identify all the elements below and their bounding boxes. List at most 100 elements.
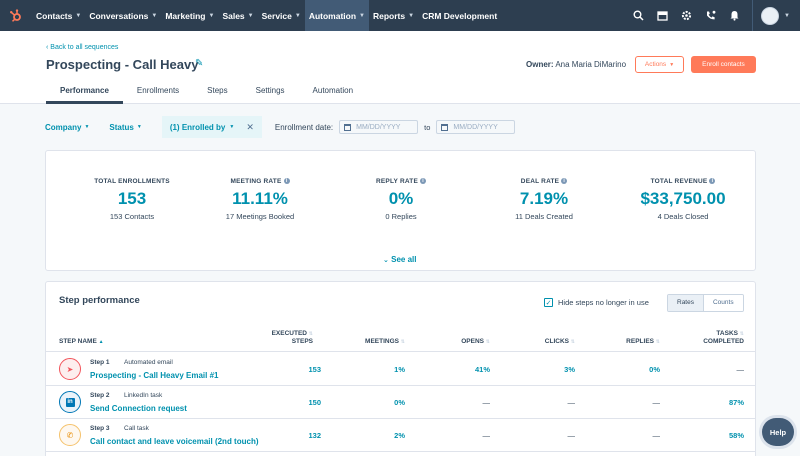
column-clicks[interactable]: CLICKS ⇅ xyxy=(545,338,575,346)
cell-tasks[interactable]: 58% xyxy=(728,431,744,440)
stat-value: 0% xyxy=(388,189,414,208)
phone-icon: ✆ xyxy=(59,424,81,446)
stat-value: 11.11% xyxy=(232,189,288,208)
cell-executed[interactable]: 153 xyxy=(308,365,321,374)
step-type: Automated email xyxy=(124,359,173,366)
calendar-icon xyxy=(441,123,449,131)
caret-down-icon: ▼ xyxy=(136,124,142,130)
toggle-rates[interactable]: Rates xyxy=(668,295,704,311)
tab-automation[interactable]: Automation xyxy=(312,86,354,95)
status-filter[interactable]: Status ▼ xyxy=(109,123,141,132)
date-to-input[interactable]: MM/DD/YYYY xyxy=(436,120,516,134)
cell-meetings[interactable]: 2% xyxy=(394,431,405,440)
avatar[interactable] xyxy=(761,6,780,25)
nav-reports[interactable]: Reports ▼ xyxy=(369,0,418,31)
company-filter-label: Company xyxy=(45,122,82,132)
cell-opens[interactable]: 41% xyxy=(474,365,490,374)
calendar-icon xyxy=(344,123,352,131)
stat-sub: 11 Deals Created xyxy=(515,212,573,221)
chevron-down-icon: ▼ xyxy=(359,12,365,19)
column-label: MEETINGS xyxy=(365,338,399,345)
date-from-input[interactable]: MM/DD/YYYY xyxy=(339,120,419,134)
step-name-link[interactable]: Send Connection request xyxy=(90,404,187,413)
column-step-name[interactable]: STEP NAME ▲ xyxy=(59,338,104,346)
notifications-icon[interactable] xyxy=(722,0,746,31)
cell-clicks: — xyxy=(567,398,576,407)
tab-settings[interactable]: Settings xyxy=(255,86,285,95)
tab-performance[interactable]: Performance xyxy=(46,83,123,104)
stat-value: 7.19% xyxy=(519,189,569,208)
sort-icon: ⇅ xyxy=(308,331,313,337)
see-all-link[interactable]: ⌄ See all xyxy=(383,255,416,264)
column-executed-steps[interactable]: EXECUTED ⇅ STEPS xyxy=(272,330,313,346)
back-link[interactable]: ‹ Back to all sequences xyxy=(46,44,119,51)
hubspot-logo-icon[interactable] xyxy=(0,0,32,31)
checkbox-checked-icon[interactable]: ✓ xyxy=(544,298,553,307)
step-number: Step 1 xyxy=(90,359,110,366)
cell-replies[interactable]: 0% xyxy=(649,365,660,374)
stat-label-text: MEETING RATE xyxy=(230,178,282,185)
cell-clicks[interactable]: 3% xyxy=(564,365,575,374)
search-icon[interactable] xyxy=(626,0,650,31)
help-button[interactable]: Help xyxy=(762,418,794,446)
column-label: EXECUTED xyxy=(271,330,307,337)
back-link-label: Back to all sequences xyxy=(50,44,119,51)
nav-automation[interactable]: Automation ▼ xyxy=(304,0,369,31)
close-icon[interactable]: ✕ xyxy=(246,121,254,132)
chevron-down-icon: ⌄ xyxy=(383,257,389,264)
settings-icon[interactable] xyxy=(674,0,698,31)
cell-tasks[interactable]: 87% xyxy=(728,398,744,407)
cell-executed[interactable]: 150 xyxy=(308,398,321,407)
calling-icon[interactable] xyxy=(698,0,722,31)
info-icon[interactable]: i xyxy=(561,178,568,185)
column-meetings[interactable]: MEETINGS ⇅ xyxy=(365,338,405,346)
nav-label: Reports xyxy=(372,10,406,21)
actions-label: Actions xyxy=(644,61,667,68)
stat-sub: 0 Replies xyxy=(385,212,417,221)
tab-steps[interactable]: Steps xyxy=(207,86,228,95)
sort-icon: ⇅ xyxy=(485,339,490,345)
nav-crm-development[interactable]: CRM Development xyxy=(418,0,501,31)
hide-steps-checkbox-row[interactable]: ✓ Hide steps no longer in use xyxy=(544,298,649,307)
step-name-link[interactable]: Prospecting - Call Heavy Email #1 xyxy=(90,371,219,380)
cell-executed[interactable]: 132 xyxy=(308,431,321,440)
cell-meetings[interactable]: 0% xyxy=(394,398,405,407)
table-row[interactable]: ➤ Step 1 Automated email Prospecting - C… xyxy=(46,353,755,386)
date-from-placeholder: MM/DD/YYYY xyxy=(356,123,401,131)
step-number: Step 2 xyxy=(90,392,110,399)
column-label: REPLIES xyxy=(626,338,654,345)
column-opens[interactable]: OPENS ⇅ xyxy=(461,338,490,346)
step-name-link[interactable]: Call contact and leave voicemail (2nd to… xyxy=(90,437,259,446)
tab-enrollments[interactable]: Enrollments xyxy=(136,86,180,95)
enrolled-by-filter[interactable]: (1) Enrolled by ▼ ✕ xyxy=(161,116,262,138)
nav-service[interactable]: Service ▼ xyxy=(258,0,305,31)
nav-marketing[interactable]: Marketing ▼ xyxy=(161,0,218,31)
toggle-counts[interactable]: Counts xyxy=(703,295,743,311)
chevron-down-icon: ▼ xyxy=(294,12,301,19)
chevron-down-icon: ▼ xyxy=(247,12,254,19)
table-row[interactable]: ✆ Step 3 Call task Call contact and leav… xyxy=(46,419,755,452)
nav-conversations[interactable]: Conversations ▼ xyxy=(85,0,161,31)
column-replies[interactable]: REPLIES ⇅ xyxy=(626,338,660,346)
stat-sub: 153 Contacts xyxy=(109,212,155,221)
owner-name: Ana Maria DiMarino xyxy=(555,60,627,69)
marketplace-icon[interactable] xyxy=(650,0,674,31)
table-row[interactable]: in Step 2 LinkedIn task Send Connection … xyxy=(46,386,755,419)
stat-label-text: TOTAL REVENUE xyxy=(650,178,708,185)
column-tasks-completed[interactable]: TASKS ⇅ COMPLETED xyxy=(703,330,744,346)
enroll-contacts-button[interactable]: Enroll contacts xyxy=(691,56,756,73)
cell-meetings[interactable]: 1% xyxy=(394,365,405,374)
edit-pencil-icon[interactable]: ✎ xyxy=(195,58,204,69)
nav-sales[interactable]: Sales ▼ xyxy=(218,0,257,31)
nav-contacts[interactable]: Contacts ▼ xyxy=(32,0,85,31)
sequence-header: ‹ Back to all sequences Prospecting - Ca… xyxy=(0,31,800,104)
actions-button[interactable]: Actions ▼ xyxy=(635,56,684,73)
company-filter[interactable]: Company ▼ xyxy=(45,123,89,132)
info-icon[interactable]: i xyxy=(283,178,290,185)
chevron-down-icon[interactable]: ▼ xyxy=(784,12,790,19)
linkedin-icon: in xyxy=(59,391,81,413)
stat-label: REPLY RATE i xyxy=(331,178,471,185)
info-icon[interactable]: i xyxy=(709,178,716,185)
cell-replies: — xyxy=(652,398,661,407)
info-icon[interactable]: i xyxy=(419,178,426,185)
